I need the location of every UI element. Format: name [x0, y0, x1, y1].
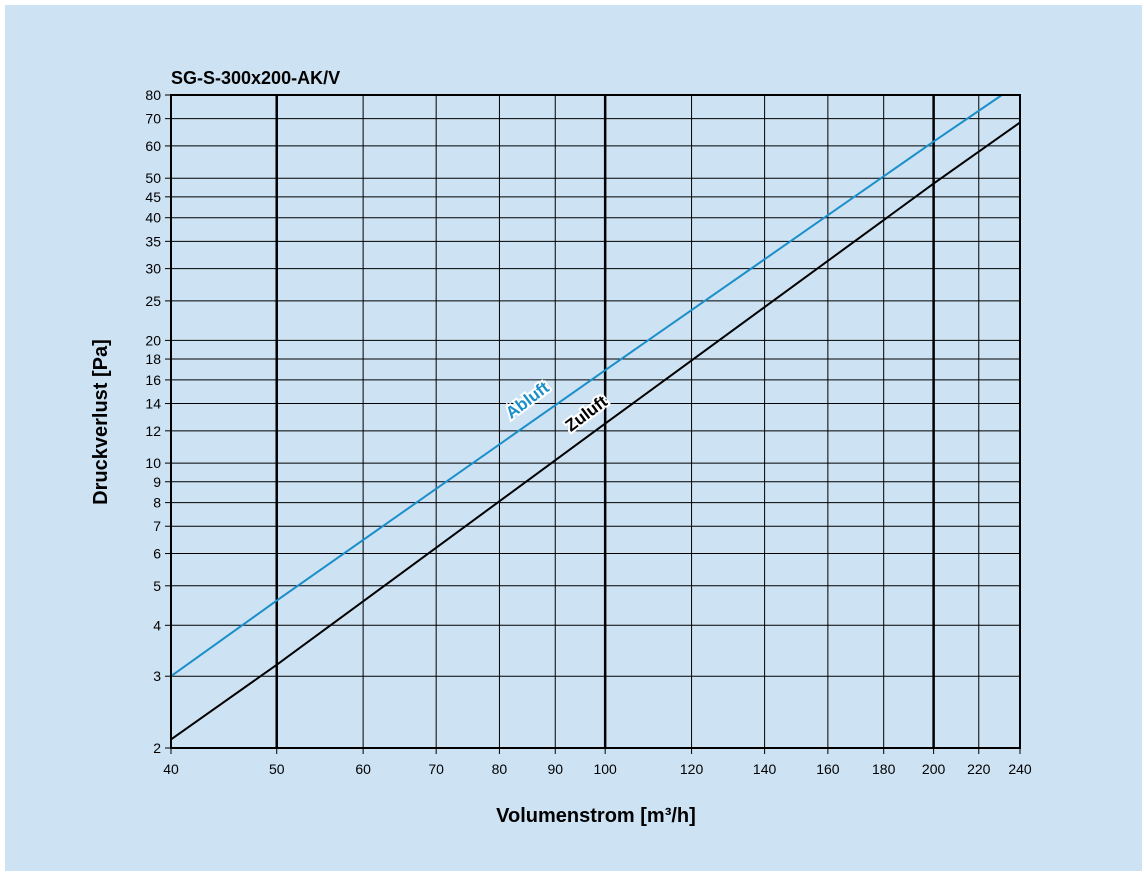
series-line-zuluft	[170, 121, 1021, 741]
x-tick-label: 40	[163, 761, 179, 777]
plot-frame	[170, 94, 1021, 749]
series-labels: Abluft Zuluft	[500, 376, 613, 438]
x-tick-label: 200	[922, 761, 946, 777]
x-tick-label: 90	[547, 761, 563, 777]
series-label-abluft: Abluft	[502, 378, 553, 423]
y-tick-label: 7	[153, 518, 161, 534]
y-tick-label: 8	[153, 495, 161, 511]
y-tick-label: 3	[153, 668, 161, 684]
chart-panel	[5, 5, 1142, 871]
y-tick-label: 10	[145, 455, 161, 471]
x-tick-label: 50	[269, 761, 285, 777]
y-tick-label: 20	[145, 332, 161, 348]
y-tick-label: 30	[145, 261, 161, 277]
y-tick-label: 6	[153, 546, 161, 562]
series-line-abluft	[170, 94, 1003, 678]
x-tick-label: 220	[967, 761, 991, 777]
series-label-zuluft: Zuluft	[562, 392, 611, 436]
x-tick-labels: 40 50 60 70 80 90 100 120 140 160 180 200 220 240	[163, 748, 1032, 777]
chart-title: SG-S-300x200-AK/V	[171, 68, 340, 88]
y-tick-label: 4	[153, 617, 161, 633]
x-tick-label: 240	[1008, 761, 1032, 777]
x-tick-label: 60	[355, 761, 371, 777]
y-tick-label: 14	[145, 396, 161, 412]
x-tick-label: 180	[872, 761, 896, 777]
x-tick-label: 70	[428, 761, 444, 777]
series-lines	[170, 94, 1021, 741]
y-tick-label: 70	[145, 111, 161, 127]
y-tick-label: 45	[145, 189, 161, 205]
y-tick-label: 35	[145, 233, 161, 249]
x-tick-label: 80	[492, 761, 508, 777]
y-tick-label: 12	[145, 423, 161, 439]
y-axis-label: Druckverlust [Pa]	[90, 339, 112, 505]
y-tick-label: 80	[145, 87, 161, 103]
y-tick-label: 25	[145, 293, 161, 309]
y-tick-label: 40	[145, 210, 161, 226]
x-tick-label: 100	[593, 761, 617, 777]
y-tick-label: 60	[145, 138, 161, 154]
x-tick-label: 160	[816, 761, 840, 777]
y-tick-label: 50	[145, 170, 161, 186]
y-tick-label: 18	[145, 351, 161, 367]
y-tick-label: 9	[153, 474, 161, 490]
x-axis-label: Volumenstrom [m³/h]	[496, 805, 696, 827]
y-tick-label: 2	[153, 740, 161, 756]
x-tick-label: 140	[753, 761, 777, 777]
y-tick-label: 5	[153, 578, 161, 594]
y-tick-label: 16	[145, 372, 161, 388]
x-tick-label: 120	[680, 761, 704, 777]
